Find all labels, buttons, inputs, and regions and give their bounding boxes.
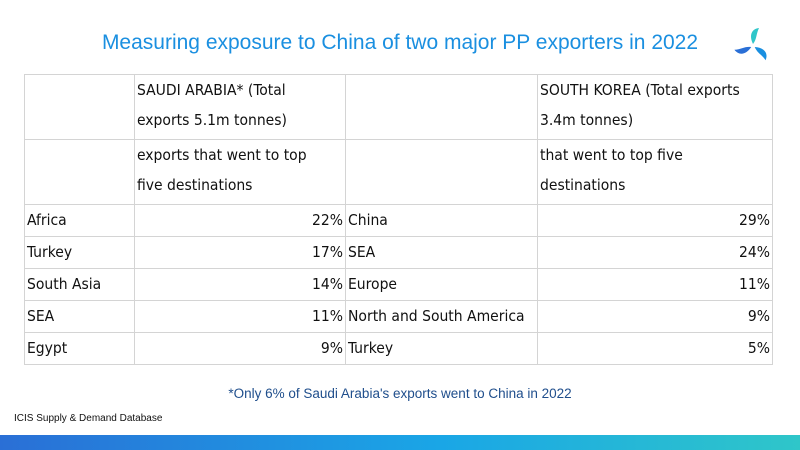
korea-share-cell: 9% — [537, 300, 773, 333]
table-row: Egypt 9% Turkey 5% — [24, 332, 773, 365]
korea-destination-cell: Turkey — [345, 332, 538, 365]
header-cell — [345, 74, 538, 140]
saudi-destination-cell: Africa — [24, 204, 135, 237]
korea-destination-cell: China — [345, 204, 538, 237]
table-row: Turkey 17% SEA 24% — [24, 236, 773, 269]
header-row-2: exports that went to top five destinatio… — [24, 139, 773, 205]
saudi-share-cell: 14% — [134, 268, 346, 301]
saudi-destination-cell: Turkey — [24, 236, 135, 269]
source-label: ICIS Supply & Demand Database — [14, 413, 163, 424]
header-cell: SOUTH KOREA (Total exports 3.4m tonnes) — [537, 74, 773, 140]
footnote: *Only 6% of Saudi Arabia's exports went … — [228, 386, 572, 401]
table-row: SEA 11% North and South America 9% — [24, 300, 773, 333]
saudi-destination-cell: SEA — [24, 300, 135, 333]
korea-share-cell: 24% — [537, 236, 773, 269]
korea-share-cell: 29% — [537, 204, 773, 237]
header-cell — [345, 139, 538, 205]
footer-gradient-bar — [0, 435, 800, 450]
saudi-destination-cell: Egypt — [24, 332, 135, 365]
korea-share-cell: 5% — [537, 332, 773, 365]
saudi-share-cell: 11% — [134, 300, 346, 333]
korea-destination-cell: SEA — [345, 236, 538, 269]
header-cell: exports that went to top five destinatio… — [134, 139, 346, 205]
header-cell: that went to top five destinations — [537, 139, 773, 205]
page-title: Measuring exposure to China of two major… — [101, 31, 699, 54]
saudi-share-cell: 9% — [134, 332, 346, 365]
saudi-destination-cell: South Asia — [24, 268, 135, 301]
header-cell — [24, 74, 135, 140]
export-destinations-table: SAUDI ARABIA* (Total exports 5.1m tonnes… — [24, 74, 773, 365]
table-row: South Asia 14% Europe 11% — [24, 268, 773, 301]
saudi-share-cell: 22% — [134, 204, 346, 237]
header-row-1: SAUDI ARABIA* (Total exports 5.1m tonnes… — [24, 74, 773, 140]
korea-share-cell: 11% — [537, 268, 773, 301]
icis-logo-icon — [734, 28, 767, 61]
saudi-share-cell: 17% — [134, 236, 346, 269]
header-cell — [24, 139, 135, 205]
header-cell: SAUDI ARABIA* (Total exports 5.1m tonnes… — [134, 74, 346, 140]
table-row: Africa 22% China 29% — [24, 204, 773, 237]
korea-destination-cell: Europe — [345, 268, 538, 301]
korea-destination-cell: North and South America — [345, 300, 538, 333]
